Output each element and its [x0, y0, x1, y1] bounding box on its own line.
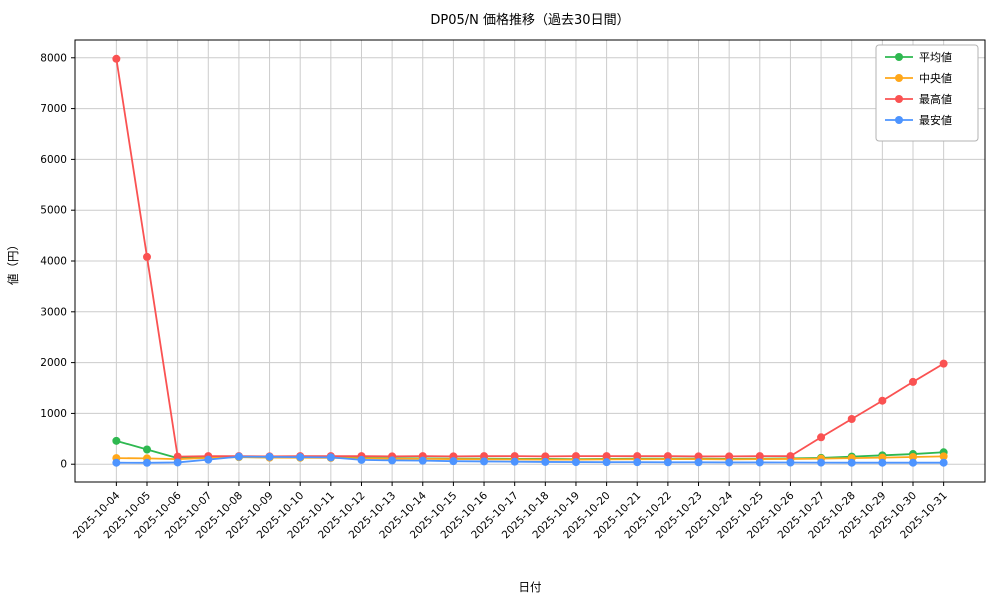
y-tick-label: 8000: [40, 52, 67, 64]
series-marker-3: [571, 458, 580, 467]
y-tick-label: 7000: [40, 103, 67, 115]
y-tick-label: 2000: [40, 357, 67, 369]
series-line-2: [115, 58, 945, 458]
series-marker-3: [234, 452, 243, 461]
legend-label-2: 最高値: [919, 92, 952, 106]
y-axis-label: 値（円）: [6, 239, 20, 285]
series-marker-3: [694, 458, 703, 467]
series-marker-2: [786, 452, 795, 461]
series-marker-2: [633, 452, 642, 461]
y-tick-label: 0: [60, 459, 67, 471]
series-marker-3: [939, 458, 948, 467]
legend-marker-3: [895, 116, 903, 124]
series-marker-2: [939, 359, 948, 368]
series-marker-3: [878, 458, 887, 467]
series-marker-2: [694, 452, 703, 461]
series-marker-3: [326, 453, 335, 462]
series-marker-3: [418, 456, 427, 465]
legend-label-1: 中央値: [919, 72, 952, 85]
series-marker-3: [786, 458, 795, 467]
series-marker-3: [357, 455, 366, 464]
x-axis-label: 日付: [519, 580, 542, 594]
series-marker-3: [388, 456, 397, 465]
series-marker-1: [939, 452, 948, 461]
series-marker-0: [143, 445, 152, 454]
y-tick-label: 4000: [40, 256, 67, 268]
series-marker-2: [725, 452, 734, 461]
legend-label-0: 平均値: [919, 51, 952, 64]
series-marker-2: [878, 396, 887, 405]
series-marker-3: [725, 458, 734, 467]
series-marker-2: [143, 252, 152, 261]
plot-render-root: 0100020003000400050006000700080002025-10…: [40, 39, 986, 541]
series-marker-1: [908, 453, 917, 462]
legend-marker-2: [895, 95, 903, 103]
series-marker-3: [847, 458, 856, 467]
series-marker-2: [663, 452, 672, 461]
y-tick-label: 6000: [40, 154, 67, 166]
legend-marker-1: [895, 74, 903, 82]
series-marker-2: [571, 452, 580, 461]
series-marker-3: [112, 458, 121, 467]
series-marker-3: [204, 455, 213, 464]
series-marker-3: [265, 452, 274, 461]
y-tick-label: 5000: [40, 205, 67, 217]
series-line-3: [116, 455, 944, 464]
series-marker-3: [755, 458, 764, 467]
series-marker-3: [908, 458, 917, 467]
series-marker-3: [541, 457, 550, 466]
series-marker-3: [510, 457, 519, 466]
series-marker-3: [143, 458, 152, 467]
series-marker-2: [908, 377, 917, 386]
series-marker-3: [602, 458, 611, 467]
y-tick-label: 3000: [40, 306, 67, 318]
series-marker-2: [817, 433, 826, 442]
series-marker-0: [112, 436, 121, 445]
series-marker-2: [510, 452, 519, 461]
series-marker-3: [480, 457, 489, 466]
series-marker-3: [296, 453, 305, 462]
series-marker-3: [633, 458, 642, 467]
series-marker-3: [663, 458, 672, 467]
legend-label-3: 最安値: [919, 113, 952, 127]
series-marker-3: [449, 457, 458, 466]
chart-title: DP05/N 価格推移（過去30日間）: [430, 12, 629, 28]
series-marker-3: [817, 458, 826, 467]
series-marker-2: [602, 452, 611, 461]
series-marker-2: [847, 415, 856, 424]
legend-marker-0: [895, 53, 903, 61]
series-marker-2: [755, 452, 764, 461]
series-marker-2: [112, 54, 121, 63]
y-tick-label: 1000: [40, 408, 67, 420]
series-marker-2: [541, 452, 550, 461]
series-marker-3: [173, 458, 182, 467]
series-marker-2: [173, 452, 182, 461]
